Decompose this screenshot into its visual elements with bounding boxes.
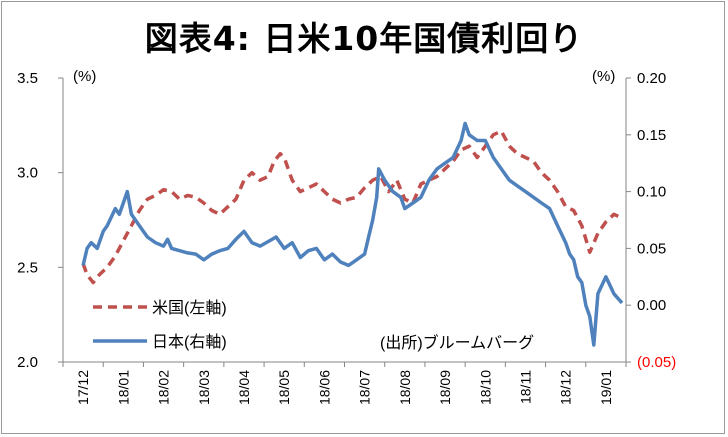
series-layer	[81, 121, 624, 347]
right-tick-label: 0.10	[637, 184, 666, 201]
left-tick-label: 2.5	[17, 259, 38, 276]
left-tick-label: 3.0	[17, 165, 38, 182]
chart-title: 図表4: 日米10年国債利回り	[144, 19, 584, 58]
right-axis-ticks: (0.05) 0.00 0.05 0.10 0.15 0.20	[626, 70, 676, 371]
legend-label-jp: 日本(右軸)	[152, 333, 227, 351]
source-note: (出所)ブルームバーグ	[380, 333, 534, 352]
x-tick-label: 18/02	[156, 370, 172, 405]
legend-label-us: 米国(左軸)	[152, 299, 227, 317]
x-tick-label: 17/12	[75, 370, 91, 405]
left-axis-ticks: 2.0 2.5 3.0 3.5	[17, 70, 63, 371]
right-axis-unit: (%)	[592, 68, 615, 85]
x-tick-label: 18/05	[276, 370, 292, 405]
series-line-us	[81, 129, 623, 285]
right-tick-label: 0.20	[637, 70, 666, 87]
left-axis-unit: (%)	[73, 68, 96, 85]
x-tick-label: 18/04	[236, 370, 252, 405]
x-tick-label: 18/07	[357, 370, 373, 405]
left-tick-label: 2.0	[17, 354, 38, 371]
legend: 米国(左軸) 日本(右軸)	[93, 299, 227, 351]
x-tick-label: 18/01	[115, 370, 131, 405]
x-tick-label: 18/08	[397, 370, 413, 405]
right-tick-label: (0.05)	[637, 354, 676, 371]
right-tick-label: 0.00	[637, 297, 666, 314]
x-tick-label: 18/12	[558, 370, 574, 405]
right-tick-label: 0.05	[637, 240, 666, 257]
x-tick-label: 18/09	[437, 370, 453, 405]
x-tick-label: 19/01	[598, 370, 614, 405]
x-tick-label: 18/11	[517, 370, 533, 404]
x-tick-label: 18/03	[196, 370, 212, 405]
right-tick-label: 0.15	[637, 127, 666, 144]
series-line-jp	[81, 121, 624, 347]
x-tick-label: 18/06	[316, 370, 332, 405]
x-axis-ticks: 17/12 18/01 18/02 18/03 18/04 18/05 18/06 18/07…	[62, 362, 627, 405]
x-tick-label: 18/10	[477, 370, 493, 405]
left-tick-label: 3.5	[17, 70, 38, 87]
